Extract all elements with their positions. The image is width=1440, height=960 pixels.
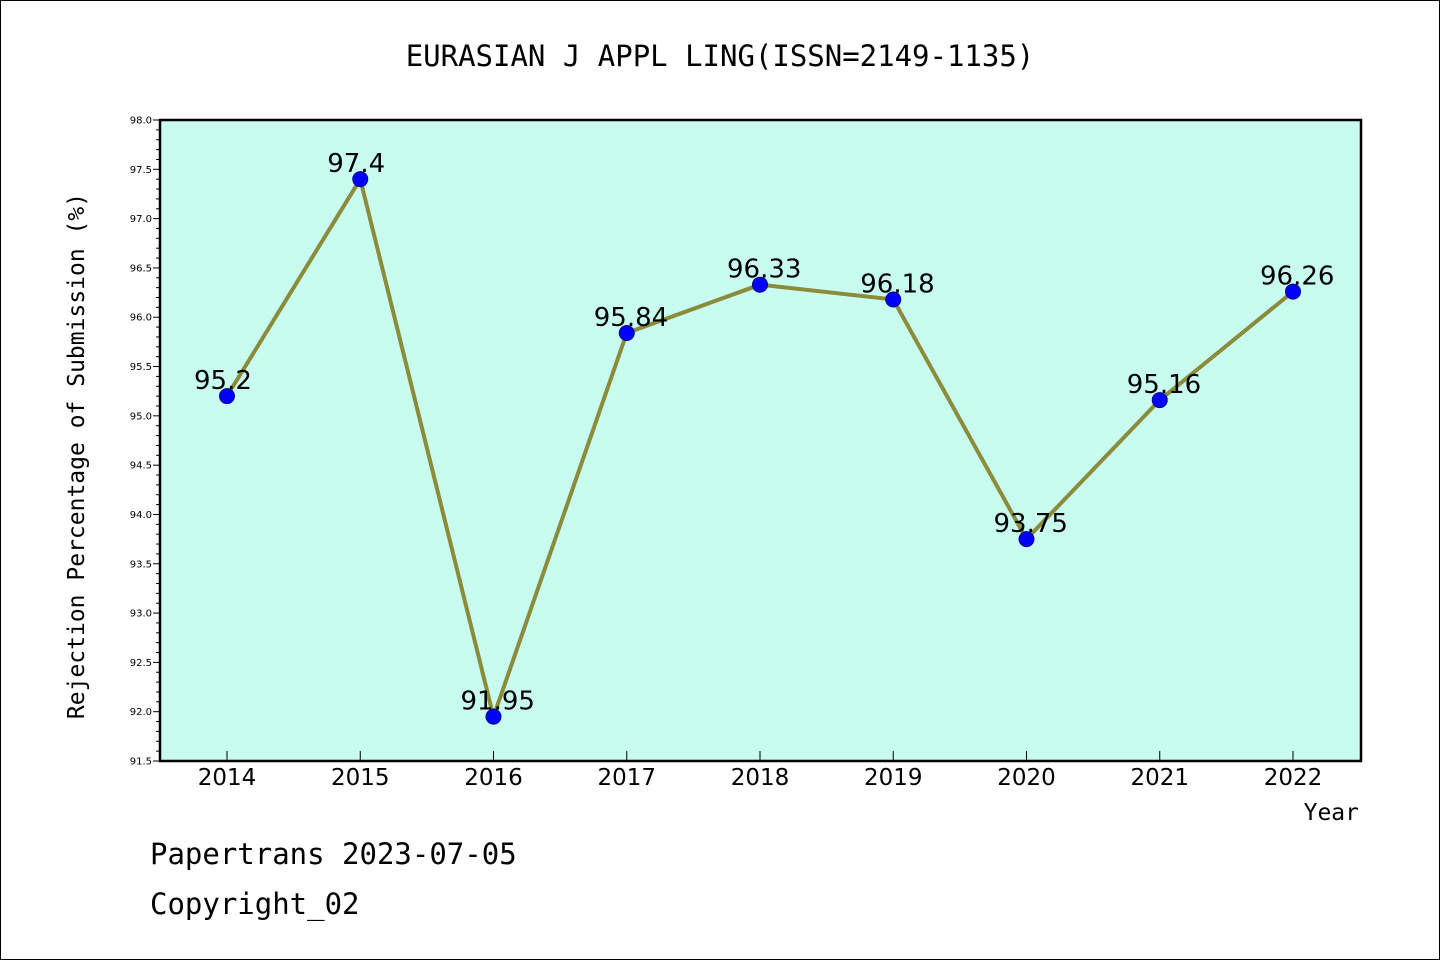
data-point bbox=[1018, 531, 1035, 548]
data-point bbox=[485, 708, 502, 725]
y-tick-label: 93.5 bbox=[130, 559, 152, 570]
y-tick-label: 93.0 bbox=[130, 609, 152, 620]
data-label: 91.95 bbox=[461, 687, 535, 717]
x-axis-label: Year bbox=[1304, 800, 1359, 826]
y-tick-label: 95.5 bbox=[130, 362, 152, 373]
x-axis-ticks: 2014 2015 2016 2017 2018 2019 2020 2021 2022 bbox=[198, 751, 1323, 791]
x-tick-label: 2014 bbox=[198, 765, 257, 791]
x-tick-label: 2017 bbox=[597, 765, 656, 791]
data-label: 93.75 bbox=[994, 509, 1068, 539]
y-tick-label: 96.5 bbox=[130, 263, 152, 274]
x-tick-label: 2018 bbox=[731, 765, 790, 791]
x-tick-label: 2016 bbox=[464, 765, 523, 791]
y-tick-label: 97.5 bbox=[130, 165, 152, 176]
x-tick-label: 2019 bbox=[864, 765, 923, 791]
data-label: 96.33 bbox=[727, 255, 801, 285]
data-series: 95.2 97.4 91.95 95.84 96.33 96.18 93.75 95.16 96… bbox=[194, 149, 1334, 725]
plot-area bbox=[160, 120, 1361, 761]
data-label: 96.18 bbox=[860, 269, 934, 299]
data-label: 95.16 bbox=[1127, 370, 1201, 400]
data-label: 97.4 bbox=[327, 149, 385, 179]
y-tick-label: 92.0 bbox=[130, 707, 152, 718]
plot-border bbox=[158, 118, 1363, 763]
x-tick-label: 2020 bbox=[997, 765, 1056, 791]
data-point bbox=[219, 388, 235, 405]
y-tick-label: 91.5 bbox=[130, 757, 152, 768]
y-tick-label: 94.5 bbox=[130, 461, 152, 472]
chart-title: EURASIAN J APPL LING(ISSN=2149-1135) bbox=[406, 39, 1035, 73]
y-tick-label: 95.0 bbox=[130, 411, 152, 422]
data-label: 96.26 bbox=[1260, 262, 1334, 292]
x-tick-label: 2021 bbox=[1130, 765, 1189, 791]
footer-date: Papertrans 2023-07-05 bbox=[150, 837, 517, 871]
y-tick-label: 97.0 bbox=[130, 214, 152, 225]
data-point bbox=[1151, 392, 1168, 409]
data-point bbox=[618, 325, 635, 342]
y-tick-label: 98.0 bbox=[130, 116, 152, 127]
footer-copyright: Copyright_02 bbox=[150, 887, 360, 922]
y-tick-label: 96.0 bbox=[130, 313, 152, 324]
data-label: 95.2 bbox=[194, 366, 252, 396]
data-point bbox=[752, 276, 768, 293]
x-tick-label: 2022 bbox=[1264, 765, 1323, 791]
y-axis-label: Rejection Percentage of Submission (%) bbox=[64, 193, 90, 719]
data-label: 95.84 bbox=[594, 303, 668, 333]
y-tick-label: 94.0 bbox=[130, 510, 152, 521]
y-tick-label: 92.5 bbox=[130, 658, 152, 669]
y-axis-ticks: 91.5 92.0 92.5 93.0 93.5 94.0 94.5 95.0 95.5 96.0… bbox=[130, 116, 160, 768]
data-point bbox=[352, 171, 369, 188]
data-point bbox=[885, 291, 902, 308]
x-tick-label: 2015 bbox=[331, 765, 390, 791]
data-point bbox=[1285, 283, 1301, 300]
